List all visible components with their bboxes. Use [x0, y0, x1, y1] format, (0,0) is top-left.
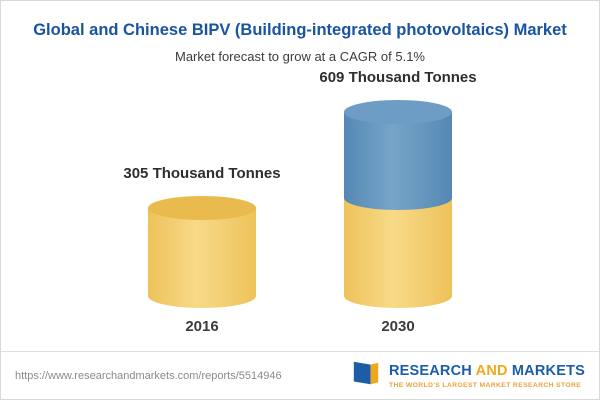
category-label-2016: 2016 — [185, 318, 219, 335]
logo-word-research: RESEARCH — [388, 363, 472, 379]
cylinder-2030 — [344, 100, 452, 308]
bar-segment-yellow-2030 — [344, 198, 452, 308]
bar-value-label-2016: 305 Thousand Tonnes — [123, 165, 281, 182]
research-and-markets-logo: RESEARCH AND MARKETS THE WORLD'S LARGEST… — [351, 358, 585, 393]
cylinder-2016 — [148, 196, 256, 308]
bar-group-2030: 609 Thousand Tonnes 2030 — [319, 69, 477, 335]
report-url: https://www.researchandmarkets.com/repor… — [15, 369, 282, 382]
bar-segment-blue-2030 — [344, 112, 452, 210]
cylinder-cap-yellow — [148, 196, 256, 220]
logo-word-and: AND — [475, 363, 508, 379]
logo-book-icon — [351, 358, 381, 393]
category-label-2030: 2030 — [381, 318, 415, 335]
chart-title: Global and Chinese BIPV (Building-integr… — [33, 21, 567, 39]
bar-segment-yellow-2016 — [148, 208, 256, 308]
logo-wordmark: RESEARCH AND MARKETS THE WORLD'S LARGEST… — [389, 362, 585, 389]
logo-words: RESEARCH AND MARKETS — [389, 363, 585, 379]
bar-value-label-2030: 609 Thousand Tonnes — [319, 69, 477, 86]
logo-word-markets: MARKETS — [511, 363, 585, 379]
header: Global and Chinese BIPV (Building-integr… — [1, 1, 599, 64]
chart-subtitle: Market forecast to grow at a CAGR of 5.1… — [175, 49, 425, 64]
bar-group-2016: 305 Thousand Tonnes 2016 — [123, 165, 281, 335]
footer: https://www.researchandmarkets.com/repor… — [1, 351, 599, 399]
logo-tagline: THE WORLD'S LARGEST MARKET RESEARCH STOR… — [388, 382, 582, 389]
bar-chart: 305 Thousand Tonnes 2016 609 Thousand To… — [1, 69, 599, 335]
cylinder-cap-blue — [344, 100, 452, 124]
